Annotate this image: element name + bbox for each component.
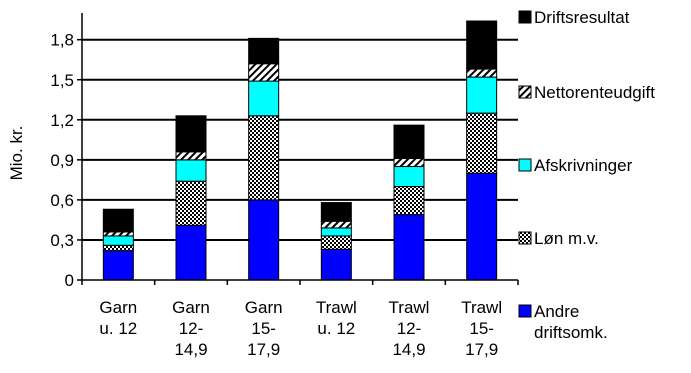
legend-swatch	[518, 158, 532, 172]
x-tick-label: Trawl u. 12	[316, 298, 357, 338]
bar-segment	[393, 214, 425, 281]
x-tick-label: Trawl 15-17,9	[461, 298, 502, 359]
bar-segment	[175, 180, 207, 226]
bar-segment	[466, 76, 498, 114]
x-tick-label: Trawl 12-14,9	[389, 298, 430, 359]
legend-swatch	[518, 85, 532, 99]
y-tick-label: 1,2	[50, 111, 74, 130]
bar-segment	[320, 248, 352, 281]
x-tick-label: Garn 12-14,9	[172, 298, 210, 359]
bar-segment	[393, 166, 425, 188]
bar-segment	[248, 63, 280, 82]
y-tick-label: 1,8	[50, 31, 74, 50]
legend-item: Nettorenteudgift	[518, 83, 655, 102]
bar-segment	[248, 115, 280, 201]
y-tick-label: 0,6	[50, 191, 74, 210]
bar-segment	[393, 186, 425, 216]
bar-segment	[320, 227, 352, 237]
bar-segment	[102, 250, 134, 281]
bar-segment	[248, 80, 280, 117]
bar-segment	[102, 208, 134, 233]
bar-segment	[466, 172, 498, 281]
y-tick-label: 0,3	[50, 231, 74, 250]
x-tick-label: Garn u. 12	[99, 298, 137, 338]
bar-segment	[175, 224, 207, 281]
bar-segment	[248, 199, 280, 281]
bar-segment	[102, 244, 134, 252]
legend-item: Driftsresultat	[518, 8, 630, 27]
bar-segment	[175, 151, 207, 161]
legend-swatch	[518, 231, 532, 245]
bar-segment	[466, 68, 498, 78]
legend-item: Andre driftsomk.	[518, 302, 608, 342]
legend-item: Løn m.v.	[518, 229, 599, 248]
bar-segment	[102, 235, 134, 246]
bar-segment	[466, 20, 498, 70]
bar-segment	[393, 158, 425, 168]
y-tick-label: 0,9	[50, 151, 74, 170]
y-tick-label: 0	[65, 271, 74, 290]
bar-segment	[466, 112, 498, 174]
legend-swatch	[518, 304, 532, 318]
legend-label: Afskrivninger	[534, 156, 633, 175]
y-axis-label: Mio. kr.	[7, 126, 26, 181]
y-tick-label: 1,5	[50, 71, 74, 90]
legend-swatch	[518, 10, 532, 24]
bar-segment	[175, 115, 207, 153]
legend-item: Afskrivninger	[518, 156, 633, 175]
x-tick-label: Garn 15-17,9	[245, 298, 283, 359]
legend-label: Andre driftsomk.	[534, 302, 608, 342]
bar-segment	[320, 220, 352, 229]
legend-label: Nettorenteudgift	[534, 83, 655, 102]
bar-segment	[320, 202, 352, 222]
bar-segment	[102, 231, 134, 237]
legend-label: Driftsresultat	[534, 8, 630, 27]
bar-segment	[248, 37, 280, 65]
bar-segment	[320, 235, 352, 250]
bar-segment	[393, 124, 425, 160]
bar-segment	[175, 159, 207, 182]
legend-label: Løn m.v.	[534, 229, 599, 248]
